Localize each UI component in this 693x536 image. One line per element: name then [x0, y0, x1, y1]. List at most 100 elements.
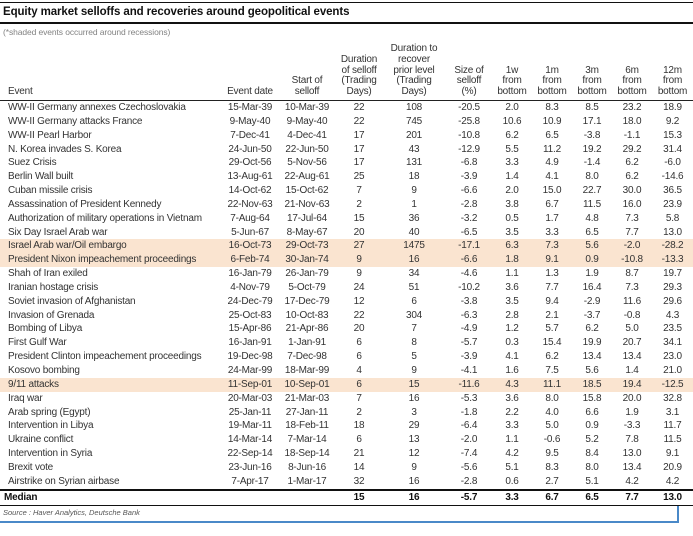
cell: 1.6	[505, 365, 519, 377]
cell: 7.8	[625, 434, 639, 446]
cell: -2.0	[460, 434, 478, 446]
cell: 16.4	[582, 281, 602, 293]
cell: 3.8	[505, 198, 519, 210]
cell: 5.0	[625, 323, 639, 335]
cell: 6.3	[505, 240, 519, 252]
cell: 6.2	[545, 351, 559, 363]
cell: 1.1	[505, 434, 519, 446]
event-name: Cuban missile crisis	[8, 185, 93, 197]
cell: 15-Apr-86	[228, 323, 272, 335]
cell: 15.0	[542, 185, 562, 197]
events-table: Event Event date Start of selloff Duration …	[0, 38, 693, 507]
cell: 108	[405, 101, 423, 113]
cell: 6.2	[625, 157, 639, 169]
cell: 16	[408, 475, 420, 487]
cell: 40	[408, 226, 420, 238]
cell: -6.3	[460, 309, 478, 321]
median-cell: 13.0	[652, 488, 693, 507]
cell: 27-Jan-11	[285, 406, 329, 418]
cell: 15.4	[542, 337, 562, 349]
cell: 23.2	[622, 101, 642, 113]
cell: 9.2	[665, 115, 680, 127]
median-cell: 15	[336, 488, 382, 507]
table-body: WW-II Germany annexes Czechoslovakia 15-M…	[0, 100, 693, 489]
cell: 7.3	[545, 240, 559, 252]
cell: -2.8	[460, 198, 478, 210]
cell: 12	[353, 295, 365, 307]
event-name: Berlin Wall built	[8, 171, 74, 183]
cell: 6	[356, 378, 362, 390]
cell: 4	[356, 365, 362, 377]
cell: 22-Nov-63	[227, 198, 273, 210]
cell: -6.6	[460, 254, 478, 266]
cell: 4.2	[505, 448, 519, 460]
cell: 23.5	[663, 323, 682, 335]
cell: 131	[405, 157, 423, 169]
cell: -3.9	[460, 171, 478, 183]
table-row: N. Korea invades S. Korea 24-Jun-50 22-Jun…	[0, 143, 693, 157]
column-header: Size of selloff (%)	[446, 38, 492, 101]
cell: 16	[408, 254, 420, 266]
cell: 10-Sep-01	[284, 378, 330, 390]
cell: 5.2	[585, 434, 599, 446]
cell: 9	[356, 254, 362, 266]
event-name: First Gulf War	[8, 337, 67, 349]
cell: 30.0	[622, 185, 642, 197]
cell: 10-Mar-39	[284, 101, 330, 113]
median-cell: 6.7	[532, 488, 572, 507]
cell: 20.9	[663, 461, 682, 473]
cell: 18.9	[663, 101, 682, 113]
event-name: President Clinton impeachement proceedin…	[8, 351, 202, 363]
cell: -6.0	[664, 157, 681, 169]
cell: -1.4	[583, 157, 601, 169]
cell: 43	[408, 143, 420, 155]
cell: 19.4	[622, 378, 642, 390]
cell: 7-Dec-98	[287, 351, 327, 363]
cell: 6-Feb-74	[230, 254, 270, 266]
median-cell	[278, 488, 336, 507]
cell: 1.4	[505, 171, 519, 183]
cell: 4.1	[505, 351, 519, 363]
cell: 21.0	[663, 365, 682, 377]
cell: 9	[356, 268, 362, 280]
cell: 13.4	[622, 461, 642, 473]
column-header: 1w from bottom	[492, 38, 532, 101]
table-row: Invasion of Grenada 25-Oct-83 10-Oct-83 22 3…	[0, 309, 693, 323]
cell: 13.4	[582, 351, 602, 363]
cell: 22-Jun-50	[285, 143, 329, 155]
cell: -10.8	[458, 129, 480, 141]
event-name: Soviet invasion of Afghanistan	[8, 295, 136, 307]
event-name: Six Day Israel Arab war	[8, 226, 108, 238]
cell: -12.5	[661, 378, 684, 390]
cell: 8.4	[585, 448, 599, 460]
cell: 11.2	[543, 143, 561, 155]
cell: 22-Aug-61	[284, 171, 330, 183]
cell: 7-Dec-41	[230, 129, 270, 141]
cell: 20-Mar-03	[227, 392, 273, 404]
cell: -3.9	[460, 351, 478, 363]
event-name: Invasion of Grenada	[8, 309, 95, 321]
cell: 15	[408, 378, 420, 390]
cell: 16.0	[622, 198, 642, 210]
cell: 9	[411, 365, 417, 377]
cell: 13-Aug-61	[227, 171, 273, 183]
cell: 7-Apr-17	[231, 475, 269, 487]
cell: 36.5	[663, 185, 682, 197]
cell: 30-Jan-74	[285, 254, 329, 266]
cell: 29.2	[622, 143, 642, 155]
cell: 3.5	[505, 295, 519, 307]
cell: 6.2	[625, 171, 639, 183]
cell: 9.4	[545, 295, 559, 307]
event-name: Brexit vote	[8, 461, 54, 473]
cell: 19.9	[582, 337, 602, 349]
cell: 7	[356, 392, 362, 404]
cell: 32.8	[663, 392, 682, 404]
cell: 3.3	[505, 420, 519, 432]
cell: 9.1	[545, 254, 559, 266]
cell: 8-Jun-16	[288, 461, 326, 473]
table-row: First Gulf War 16-Jan-91 1-Jan-91 6 8 -5.7 0.3…	[0, 336, 693, 350]
cell: 8.0	[585, 171, 599, 183]
cell: 0.5	[505, 212, 519, 224]
event-name: Iraq war	[8, 392, 43, 404]
cell: 17	[353, 129, 365, 141]
